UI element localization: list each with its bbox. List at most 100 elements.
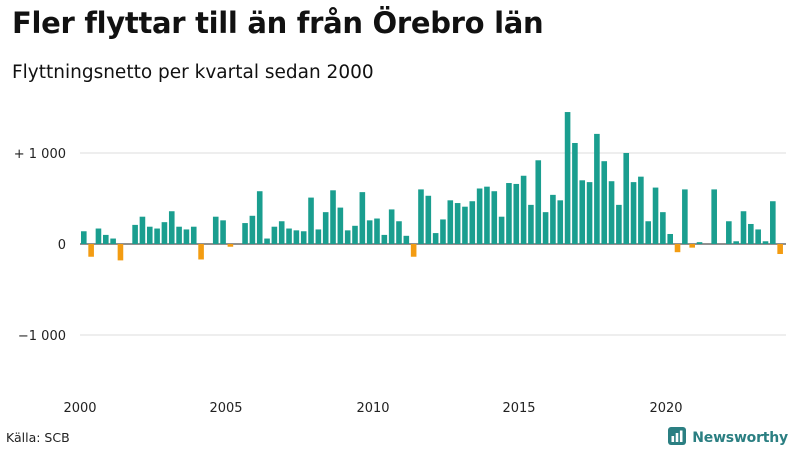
bar bbox=[740, 211, 747, 244]
bar bbox=[344, 230, 351, 244]
bar bbox=[154, 228, 160, 244]
bar bbox=[337, 207, 344, 244]
bar bbox=[770, 201, 776, 244]
brand-logo[interactable]: Newsworthy bbox=[668, 427, 788, 449]
bar bbox=[462, 206, 468, 244]
bar bbox=[388, 209, 395, 244]
bar bbox=[733, 241, 739, 244]
bars bbox=[81, 112, 783, 261]
bar bbox=[330, 190, 336, 244]
bar bbox=[190, 226, 197, 244]
bar bbox=[469, 201, 476, 244]
bar bbox=[322, 212, 329, 244]
bar bbox=[286, 228, 292, 244]
bar bbox=[755, 229, 761, 244]
y-tick-label: 0 bbox=[58, 238, 66, 253]
x-tick-label: 2010 bbox=[356, 401, 389, 416]
bar bbox=[81, 231, 87, 244]
bar bbox=[293, 230, 300, 244]
bar bbox=[608, 181, 615, 244]
bar bbox=[271, 226, 278, 244]
bar bbox=[198, 244, 204, 260]
bar bbox=[616, 204, 622, 244]
bar bbox=[564, 112, 571, 244]
bar bbox=[227, 244, 234, 247]
bar bbox=[506, 183, 512, 244]
bar bbox=[682, 189, 688, 244]
x-tick-label: 2005 bbox=[209, 401, 242, 416]
bar bbox=[220, 220, 226, 244]
bar bbox=[652, 187, 659, 244]
bar bbox=[132, 224, 138, 244]
bar bbox=[557, 200, 564, 244]
bar bbox=[95, 228, 102, 244]
bar bbox=[278, 221, 285, 244]
brand-name: Newsworthy bbox=[692, 430, 788, 446]
y-tick-label: + 1 000 bbox=[14, 147, 66, 162]
bar bbox=[212, 216, 219, 244]
bar bbox=[396, 221, 402, 244]
bar bbox=[308, 197, 314, 244]
bar bbox=[403, 235, 410, 244]
bar bbox=[484, 186, 490, 244]
bar bbox=[249, 215, 256, 244]
bar bbox=[777, 244, 783, 255]
x-tick-label: 2000 bbox=[63, 401, 96, 416]
bar bbox=[667, 233, 673, 244]
bar bbox=[264, 238, 270, 244]
bar bbox=[674, 244, 681, 253]
chart-subtitle: Flyttningsnetto per kvartal sedan 2000 bbox=[12, 62, 374, 83]
bar bbox=[352, 225, 358, 244]
bar bbox=[381, 234, 388, 244]
x-tick-label: 2015 bbox=[502, 401, 535, 416]
bar bbox=[572, 142, 578, 244]
bar bbox=[748, 223, 754, 244]
bar bbox=[161, 222, 168, 244]
bar bbox=[498, 216, 505, 244]
bar bbox=[139, 216, 146, 244]
bar bbox=[630, 182, 637, 244]
bar bbox=[176, 226, 182, 244]
bar bbox=[110, 238, 116, 244]
bar bbox=[168, 211, 175, 244]
bar bbox=[359, 192, 366, 244]
bar bbox=[711, 189, 717, 244]
bar bbox=[256, 191, 263, 244]
bar bbox=[410, 244, 417, 257]
bar bbox=[550, 194, 556, 244]
chart-title: Fler flyttar till än från Örebro län bbox=[12, 6, 544, 40]
bar bbox=[418, 189, 424, 244]
bar bbox=[476, 188, 483, 244]
bar bbox=[594, 133, 600, 244]
bar bbox=[696, 242, 703, 244]
bar bbox=[689, 244, 695, 248]
bar bbox=[579, 180, 586, 244]
bar bbox=[638, 176, 644, 244]
bar bbox=[425, 195, 432, 244]
bar bbox=[528, 204, 534, 244]
bar bbox=[513, 183, 520, 244]
bar bbox=[660, 212, 666, 244]
bar bbox=[300, 231, 307, 244]
y-tick-label: −1 000 bbox=[18, 329, 66, 344]
bar bbox=[315, 229, 322, 244]
bar bbox=[454, 203, 461, 244]
bar bbox=[88, 244, 94, 257]
bar bbox=[242, 223, 248, 244]
bar bbox=[491, 191, 498, 244]
bar bbox=[183, 229, 190, 244]
bar bbox=[440, 219, 446, 244]
bar bbox=[601, 161, 608, 244]
source-label: Källa: SCB bbox=[6, 430, 70, 445]
bar bbox=[146, 226, 153, 244]
bar-chart-logo-icon bbox=[668, 427, 687, 449]
bar bbox=[366, 220, 373, 244]
bar bbox=[432, 233, 439, 244]
bar bbox=[520, 175, 527, 244]
bar bbox=[117, 244, 124, 261]
bar bbox=[623, 153, 630, 244]
bar bbox=[542, 212, 549, 244]
bar bbox=[586, 182, 593, 244]
bar bbox=[726, 221, 732, 244]
